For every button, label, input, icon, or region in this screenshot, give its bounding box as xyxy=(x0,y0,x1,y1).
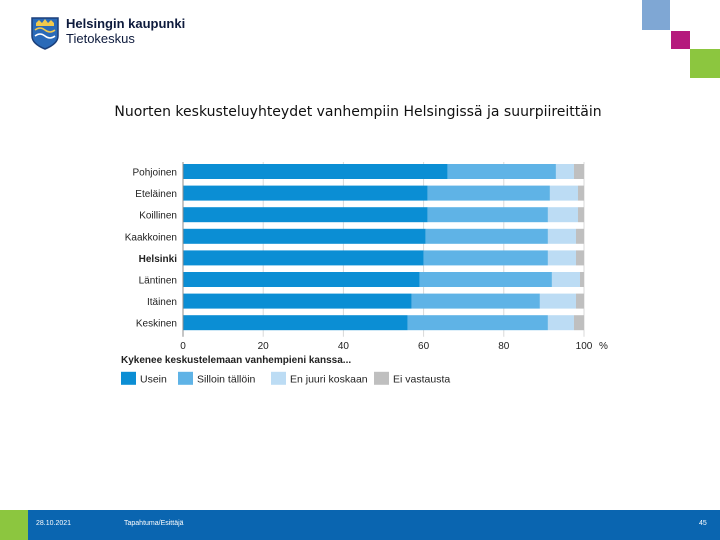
bar-segment xyxy=(183,164,448,179)
bar-segment xyxy=(547,207,578,223)
page-number: 45 xyxy=(699,520,707,527)
footer-bar xyxy=(0,510,720,540)
bar-segment xyxy=(423,250,548,266)
legend-swatch xyxy=(178,371,193,385)
bar-segment xyxy=(411,293,540,309)
bar-segment xyxy=(183,272,420,287)
category-label: Keskinen xyxy=(136,319,177,330)
x-tick-label: 60 xyxy=(418,341,430,352)
dept-name: Tietokeskus xyxy=(66,31,135,46)
logo: Helsingin kaupunki Tietokeskus xyxy=(30,16,185,50)
decor-square-blue xyxy=(642,0,670,30)
bar-segment xyxy=(183,185,428,201)
legend-title: Kykenee keskustelemaan vanhempieni kanss… xyxy=(121,355,351,366)
bar-segment xyxy=(555,164,574,179)
category-label: Koillinen xyxy=(139,211,177,222)
bar-segment xyxy=(183,207,428,223)
footer-event: Tapahtuma/Esittäjä xyxy=(124,520,184,527)
x-tick-label: 80 xyxy=(498,341,510,352)
bar-segment xyxy=(577,185,584,201)
decor-square-pink xyxy=(671,31,690,49)
bar-segment xyxy=(547,315,574,331)
bar-segment xyxy=(575,250,584,266)
category-label: Itäinen xyxy=(147,297,177,308)
footer-accent xyxy=(0,510,28,540)
legend-swatch xyxy=(121,371,136,385)
bar-segment xyxy=(577,207,584,223)
bar-segment xyxy=(573,164,584,179)
bar-segment xyxy=(427,207,548,223)
x-tick-label: 0 xyxy=(180,341,186,352)
org-name: Helsingin kaupunki xyxy=(66,16,186,31)
bar-segment xyxy=(447,164,556,179)
stacked-bar-chart: Pohjoinen Eteläinen Koillinen Kaakkoinen Hel… xyxy=(121,162,608,385)
bar-segment xyxy=(183,293,412,309)
bar-segment xyxy=(183,315,408,331)
bar-segment xyxy=(547,250,576,266)
legend-label: Silloin tällöin xyxy=(197,373,256,385)
bar-segment xyxy=(183,250,424,266)
bar-segment xyxy=(575,293,584,309)
x-tick-label: 100 xyxy=(576,341,593,352)
slide-title: Nuorten keskusteluyhteydet vanhempiin He… xyxy=(114,104,602,120)
legend-label: Ei vastausta xyxy=(393,373,450,385)
bar-segment xyxy=(573,315,584,331)
bar-segment xyxy=(425,228,548,244)
helsinki-crest-icon xyxy=(31,17,59,50)
legend-label: En juuri koskaan xyxy=(290,373,368,385)
bar-segment xyxy=(539,293,576,309)
legend-swatch xyxy=(374,371,389,385)
category-label: Läntinen xyxy=(139,276,177,287)
category-label: Kaakkoinen xyxy=(125,232,177,243)
bar-segment xyxy=(551,272,580,287)
bar-segment xyxy=(549,185,578,201)
bar-segment xyxy=(547,228,576,244)
category-label: Helsinki xyxy=(139,254,178,265)
decor-square-green xyxy=(690,49,720,78)
category-label: Pohjoinen xyxy=(133,168,177,179)
bar-segment xyxy=(183,228,426,244)
footer-date: 28.10.2021 xyxy=(36,520,72,527)
bar-segment xyxy=(579,272,584,287)
bar-segment xyxy=(419,272,552,287)
x-tick-label: 20 xyxy=(258,341,270,352)
bar-segment xyxy=(427,185,550,201)
category-label: Eteläinen xyxy=(135,189,177,200)
bar-segment xyxy=(575,228,584,244)
bar-segment xyxy=(407,315,548,331)
legend-label: Usein xyxy=(140,373,167,385)
x-unit-label: % xyxy=(599,341,608,352)
x-tick-label: 40 xyxy=(338,341,350,352)
legend-swatch xyxy=(271,371,286,385)
